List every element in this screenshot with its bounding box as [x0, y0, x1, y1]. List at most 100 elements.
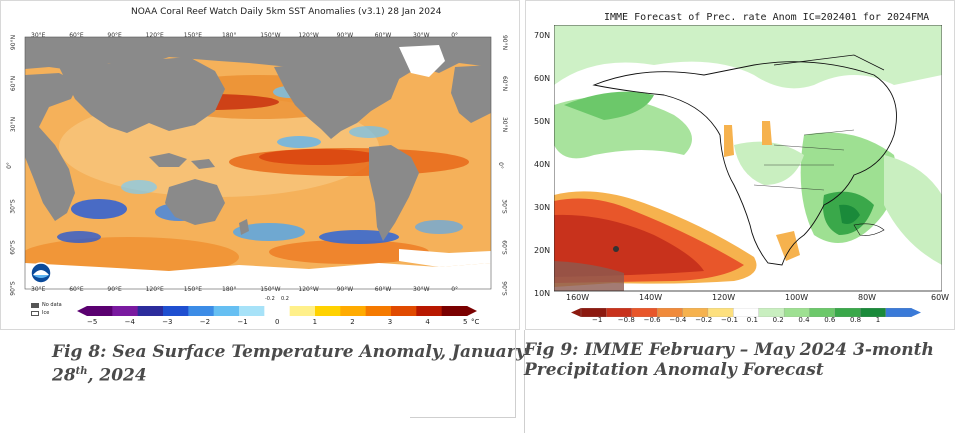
sst-caption-line1: Fig 8: Sea Surface Temperature Anomaly, …: [52, 342, 526, 362]
precip-lat-tick: 20N: [534, 246, 551, 255]
sst-colorbar-label: 4: [425, 318, 430, 326]
precip-lon-tick: 140W: [639, 293, 663, 302]
precip-caption-line1: Fig 9: IMME February – May 2024 3-month: [524, 340, 934, 360]
precip-colorbar-label: −0.6: [643, 316, 661, 324]
precip-caption-line2: Precipitation Anomaly Forecast: [524, 360, 824, 380]
sst-lat-tick-left: 0°: [5, 162, 13, 169]
precip-colorbar: [571, 308, 921, 317]
sst-colorbar-label: −5: [87, 318, 98, 326]
precip-map-title: IMME Forecast of Prec. rate Anom IC=2024…: [604, 12, 930, 23]
sst-lon-tick-bottom: 120°W: [298, 286, 319, 293]
sst-lon-tick-top: 60°E: [69, 32, 84, 39]
sst-lon-tick-bottom: 150°W: [260, 286, 281, 293]
sst-colorbar-label: 5: [463, 318, 468, 326]
precip-lat-tick: 60N: [534, 74, 551, 83]
caption-divider-right: [524, 330, 525, 433]
sst-colorbar: [77, 306, 477, 316]
sst-lat-tick-right: 90°N: [501, 34, 509, 51]
sst-lon-tick-top: 30°W: [413, 32, 430, 39]
sst-colorbar-label: 3: [387, 318, 393, 326]
sst-colorbar-label: 1: [312, 318, 318, 326]
sst-lon-tick-bottom: 0°: [451, 286, 459, 293]
sst-lon-tick-bottom: 30°E: [31, 286, 46, 293]
sst-lon-tick-top: 120°W: [298, 32, 319, 39]
sst-lon-tick-top: 180°: [222, 32, 237, 39]
precip-colorbar-swatch: [885, 308, 912, 317]
sst-colorbar-swatch: [137, 306, 164, 316]
precip-caption: Fig 9: IMME February – May 2024 3-month …: [524, 340, 934, 380]
precip-lat-tick: 50N: [534, 117, 551, 126]
colorbar-min-arrow: [77, 306, 87, 316]
sst-lon-tick-bottom: 120°E: [145, 286, 164, 293]
sst-colorbar-swatch: [416, 306, 443, 316]
sst-colorbar-label: −3: [162, 318, 173, 326]
precip-colorbar-label: −0.8: [617, 316, 635, 324]
sst-colorbar-swatch: [340, 306, 367, 316]
ice-swatch: [31, 311, 39, 316]
sst-colorbar-swatch: [112, 306, 139, 316]
precip-colorbar-label: 0.6: [824, 316, 836, 324]
precip-lon-tick: 80W: [858, 293, 877, 302]
sst-lon-tick-top: 150°E: [183, 32, 203, 39]
precip-colorbar-label: 0.8: [850, 316, 862, 324]
caption-underline: [410, 417, 515, 418]
sst-colorbar-label: 0: [275, 318, 280, 326]
sst-lat-tick-right: 30°S: [500, 199, 508, 214]
precip-colorbar-swatch: [860, 308, 887, 317]
precip-colorbar-max-arrow: [911, 308, 921, 317]
precip-colorbar-label: 0.2: [772, 316, 784, 324]
sst-lat-tick-right: 30°N: [501, 116, 509, 133]
precip-colorbar-label: 0.4: [798, 316, 810, 324]
sst-lat-tick-right: 90°S: [500, 281, 508, 296]
sst-colorbar-small-label-pos: 0.2: [281, 296, 289, 302]
sst-lon-tick-bottom: 90°W: [336, 286, 354, 293]
sst-colorbar-label: −1: [237, 318, 248, 326]
precip-lon-tick: 120W: [712, 293, 736, 302]
sst-lat-tick-right: 60°N: [501, 75, 509, 92]
precip-colorbar-label: −1: [592, 316, 603, 324]
sst-caption-line2: 28th, 2024: [52, 365, 147, 386]
precip-colorbar-min-arrow: [571, 308, 581, 317]
sst-lon-tick-top: 120°E: [145, 32, 164, 39]
sst-lat-tick-right: 0°: [496, 162, 504, 169]
sst-lon-tick-bottom: 180°: [222, 286, 237, 293]
sst-colorbar-unit: °C: [471, 318, 480, 326]
sst-colorbar-swatch: [391, 306, 417, 316]
sst-lat-tick-left: 30°S: [9, 199, 17, 214]
sst-lat-tick-left: 90°N: [10, 34, 18, 51]
sst-colorbar-label: 2: [350, 318, 355, 326]
sst-lat-tick-left: 60°S: [9, 240, 17, 255]
sst-lat-tick-left: 60°N: [10, 75, 18, 92]
precip-lon-tick: 160W: [566, 293, 590, 302]
sst-lon-tick-top: 90°E: [107, 32, 122, 39]
precip-lat-tick: 30N: [534, 203, 551, 212]
sst-colorbar-swatch: [163, 306, 189, 316]
sst-lon-tick-top: 60°W: [374, 32, 392, 39]
caption-divider: [515, 330, 516, 418]
sst-lat-tick-left: 90°S: [9, 281, 17, 296]
sst-lon-tick-bottom: 150°E: [183, 286, 203, 293]
precip-colorbar-label: −0.2: [695, 316, 713, 324]
precip-lon-tick: 100W: [785, 293, 809, 302]
precip-colorbar-label: 0.1: [746, 316, 758, 324]
sst-lon-tick-top: 90°W: [336, 32, 354, 39]
precip-lon-tick: 60W: [931, 293, 950, 302]
sst-colorbar-swatch: [289, 306, 316, 316]
sst-lon-tick-top: 150°W: [260, 32, 281, 39]
sst-colorbar-swatch: [213, 306, 240, 316]
sst-map-title: NOAA Coral Reef Watch Daily 5km SST Anom…: [131, 7, 442, 17]
sst-colorbar-swatch: [188, 306, 215, 316]
precip-lat-tick: 10N: [534, 289, 551, 298]
precip-colorbar-label: −0.4: [669, 316, 687, 324]
sst-anomaly-map: [24, 36, 492, 290]
sst-colorbar-swatch: [239, 306, 265, 316]
sst-lon-tick-top: 30°E: [31, 32, 46, 39]
sst-colorbar-swatch: [264, 306, 291, 316]
precip-lat-tick: 40N: [534, 160, 551, 169]
ice-label: Ice: [42, 310, 50, 316]
sst-colorbar-swatch: [315, 306, 341, 316]
precip-anomaly-map: [554, 25, 942, 292]
sst-colorbar-swatch: [87, 306, 113, 316]
sst-lon-tick-bottom: 90°E: [107, 286, 122, 293]
sst-lat-tick-right: 60°S: [500, 240, 508, 255]
